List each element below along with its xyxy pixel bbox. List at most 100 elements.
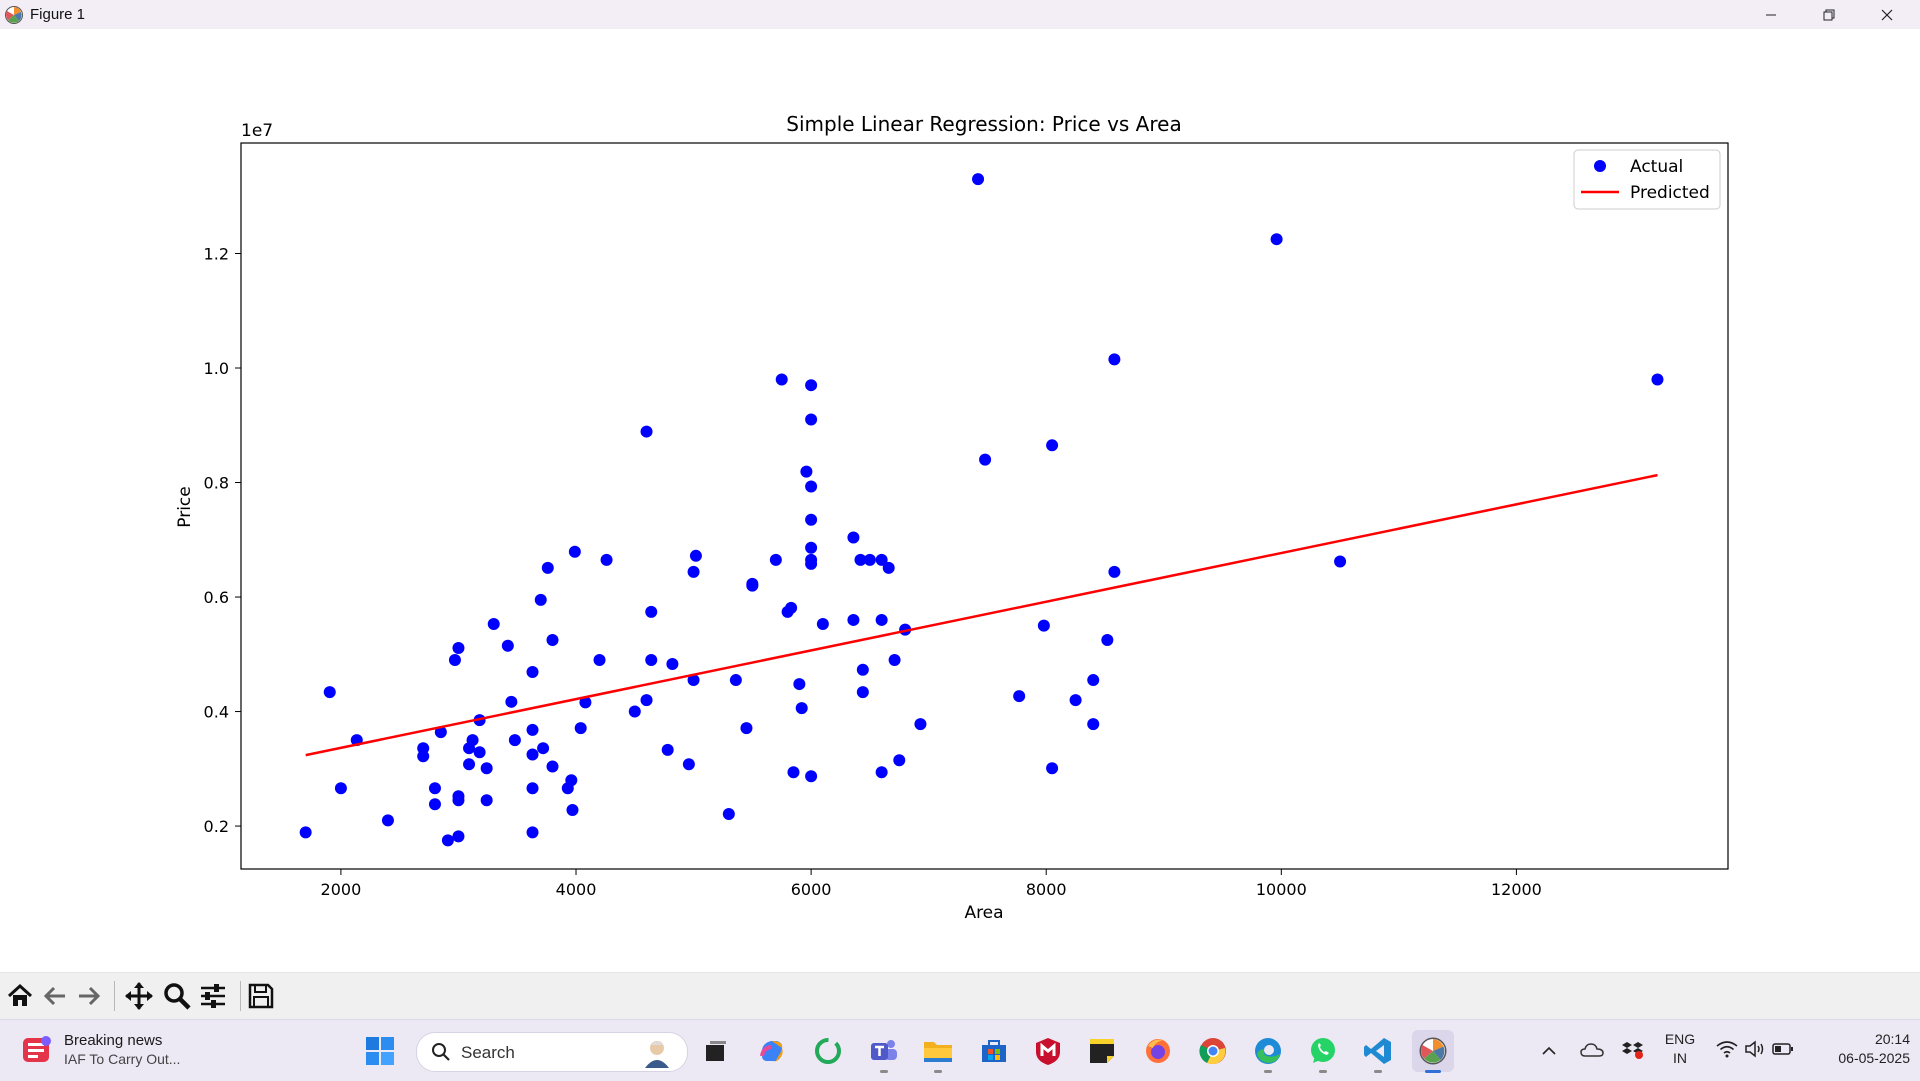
actual-data-point [505, 695, 518, 708]
actual-data-point [323, 686, 336, 699]
search-label: Search [461, 1043, 515, 1062]
onedrive-icon[interactable] [1580, 1041, 1604, 1059]
close-icon [1881, 9, 1893, 20]
task-view-button[interactable] [695, 1030, 737, 1072]
actual-data-point [473, 746, 486, 759]
actual-data-point [534, 593, 547, 606]
actual-data-point [537, 742, 550, 755]
y-tick-label: 0.4 [204, 703, 229, 722]
dropbox-icon[interactable] [1622, 1040, 1644, 1060]
taskbar: Breaking news IAF To Carry Out... Search [0, 1019, 1920, 1081]
actual-data-point [1108, 565, 1121, 578]
maximize-button[interactable] [1800, 0, 1858, 29]
actual-data-point [863, 553, 876, 566]
figure-canvas[interactable]: Simple Linear Regression: Price vs Area … [0, 29, 1920, 972]
zoom-button[interactable] [160, 979, 194, 1013]
running-indicator [1319, 1070, 1327, 1073]
predicted-regression-line [305, 473, 1658, 757]
vscode-button[interactable] [1357, 1030, 1399, 1073]
actual-data-point [661, 743, 674, 756]
configure-subplots-button[interactable] [196, 979, 230, 1013]
actual-data-point [847, 613, 860, 626]
actual-data-point [1069, 694, 1082, 707]
search-highlight-icon [645, 1041, 669, 1068]
chart-title: Simple Linear Regression: Price vs Area [786, 112, 1181, 136]
legend-box [1573, 149, 1721, 210]
firefox-button[interactable] [1137, 1030, 1179, 1072]
language-indicator[interactable]: ENG IN [1658, 1031, 1702, 1066]
matplotlib-taskbar-button[interactable] [1412, 1030, 1454, 1073]
actual-data-point [541, 561, 554, 574]
actual-data-point [800, 465, 813, 478]
actual-data-point [417, 742, 430, 755]
y-tick-label: 1.2 [204, 245, 229, 264]
mcafee-button[interactable] [1027, 1030, 1069, 1072]
x-tick-label: 6000 [791, 880, 832, 899]
volume-icon[interactable] [1744, 1040, 1766, 1058]
actual-data-point [854, 553, 867, 566]
actual-data-point [463, 758, 476, 771]
actual-data-point [689, 549, 702, 562]
battery-icon[interactable] [1772, 1041, 1794, 1057]
windows-start-icon[interactable] [364, 1035, 396, 1067]
running-indicator [934, 1070, 942, 1073]
news-widget[interactable]: Breaking news IAF To Carry Out... [20, 1032, 180, 1067]
actual-data-point [746, 579, 759, 592]
close-button[interactable] [1858, 0, 1916, 29]
teams-button[interactable] [863, 1030, 905, 1073]
y-tick-label: 0.2 [204, 817, 229, 836]
actual-data-point [487, 617, 500, 630]
actual-data-point [640, 694, 653, 707]
clock-time: 20:14 [1874, 1031, 1910, 1047]
file-explorer-icon [924, 1042, 952, 1062]
actual-data-point [526, 782, 539, 795]
actual-data-point [1087, 718, 1100, 731]
actual-data-point [979, 453, 992, 466]
actual-data-point [640, 425, 653, 438]
edge-button[interactable] [1247, 1030, 1289, 1073]
legend-label-predicted: Predicted [1630, 183, 1710, 203]
actual-data-point [501, 639, 514, 652]
actual-data-point [729, 674, 742, 687]
actual-data-point [1334, 555, 1347, 568]
actual-data-point [847, 531, 860, 544]
file-explorer-button[interactable] [917, 1030, 959, 1073]
actual-data-point [546, 760, 559, 773]
actual-data-point [888, 654, 901, 667]
save-icon [248, 983, 274, 1009]
actual-data-point [1037, 619, 1050, 632]
vscode-icon [1364, 1038, 1391, 1064]
wifi-icon[interactable] [1716, 1040, 1738, 1058]
legend: Actual Predicted [1573, 149, 1721, 210]
x-tick-label: 4000 [556, 880, 597, 899]
y-tick-label: 1.0 [204, 359, 229, 378]
actual-data-point [875, 553, 888, 566]
chrome-button[interactable] [1192, 1030, 1234, 1072]
actual-data-point [893, 754, 906, 767]
actual-data-point [856, 663, 869, 676]
refresh-app-button[interactable] [807, 1030, 849, 1072]
whatsapp-icon [1311, 1038, 1335, 1063]
sticky-notes-button[interactable] [1081, 1030, 1123, 1072]
save-button[interactable] [244, 979, 278, 1013]
active-indicator [1425, 1070, 1441, 1073]
forward-button[interactable] [72, 979, 106, 1013]
back-button[interactable] [38, 979, 72, 1013]
whatsapp-button[interactable] [1302, 1030, 1344, 1073]
legend-label-actual: Actual [1630, 157, 1683, 177]
refresh-app-icon [815, 1038, 841, 1064]
actual-data-point [299, 826, 312, 839]
actual-data-point [687, 674, 700, 687]
minimize-button[interactable] [1742, 0, 1800, 29]
actual-data-point [805, 379, 818, 392]
chevron-up-icon[interactable] [1540, 1042, 1558, 1060]
actual-data-point [628, 705, 641, 718]
taskbar-search-box[interactable]: Search [416, 1032, 688, 1072]
actual-data-point [687, 565, 700, 578]
pan-button[interactable] [122, 979, 156, 1013]
actual-data-point [645, 605, 658, 618]
clock[interactable]: 20:14 06-05-2025 [1810, 1031, 1910, 1066]
copilot-button[interactable] [751, 1030, 793, 1072]
home-button[interactable] [3, 979, 37, 1013]
microsoft-store-button[interactable] [973, 1030, 1015, 1072]
